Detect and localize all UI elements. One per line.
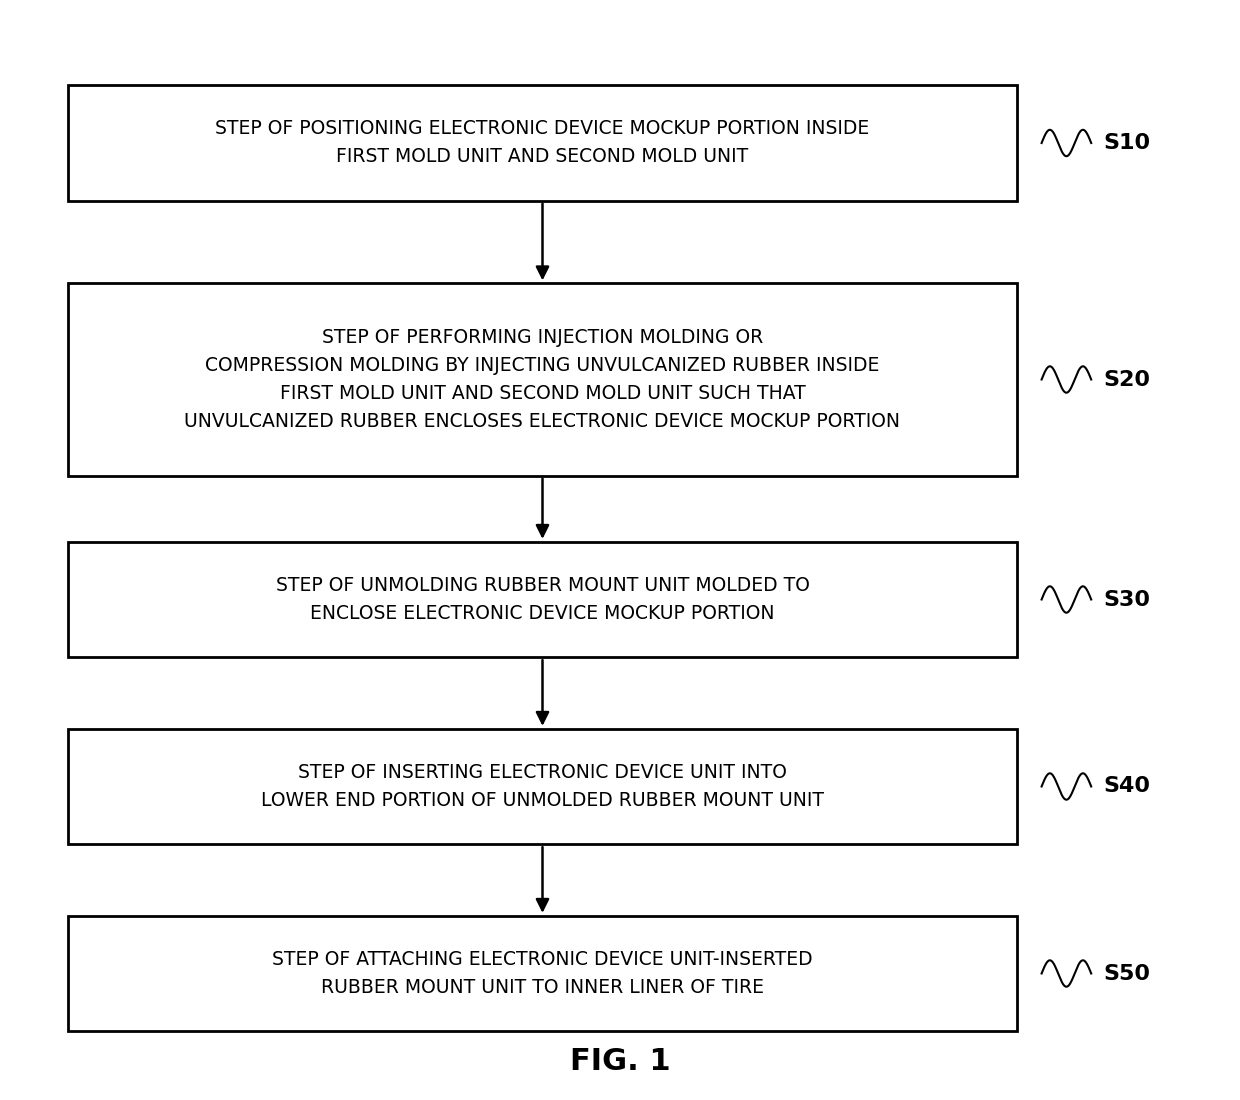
Text: STEP OF PERFORMING INJECTION MOLDING OR
COMPRESSION MOLDING BY INJECTING UNVULCA: STEP OF PERFORMING INJECTION MOLDING OR … xyxy=(185,328,900,431)
Text: S30: S30 xyxy=(1104,590,1151,609)
Text: STEP OF INSERTING ELECTRONIC DEVICE UNIT INTO
LOWER END PORTION OF UNMOLDED RUBB: STEP OF INSERTING ELECTRONIC DEVICE UNIT… xyxy=(260,763,825,810)
Bar xyxy=(68,915,1017,1032)
Bar xyxy=(68,86,1017,200)
Text: S50: S50 xyxy=(1104,964,1151,983)
Text: S10: S10 xyxy=(1104,133,1151,153)
Text: STEP OF UNMOLDING RUBBER MOUNT UNIT MOLDED TO
ENCLOSE ELECTRONIC DEVICE MOCKUP P: STEP OF UNMOLDING RUBBER MOUNT UNIT MOLD… xyxy=(275,576,810,623)
Bar xyxy=(68,542,1017,657)
Text: STEP OF POSITIONING ELECTRONIC DEVICE MOCKUP PORTION INSIDE
FIRST MOLD UNIT AND : STEP OF POSITIONING ELECTRONIC DEVICE MO… xyxy=(216,120,869,166)
Bar xyxy=(68,284,1017,475)
Text: S20: S20 xyxy=(1104,370,1151,389)
Bar xyxy=(68,729,1017,845)
Text: STEP OF ATTACHING ELECTRONIC DEVICE UNIT-INSERTED
RUBBER MOUNT UNIT TO INNER LIN: STEP OF ATTACHING ELECTRONIC DEVICE UNIT… xyxy=(273,950,812,997)
Text: FIG. 1: FIG. 1 xyxy=(569,1047,671,1076)
Text: S40: S40 xyxy=(1104,777,1151,796)
